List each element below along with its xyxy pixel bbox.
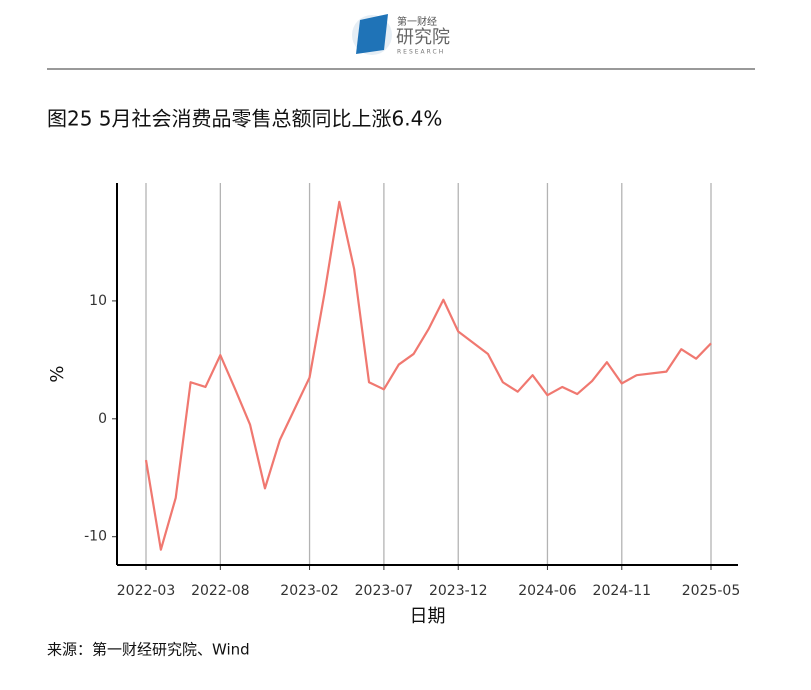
x-tick-label: 2023-07 — [355, 583, 414, 599]
x-tick-label: 2024-06 — [518, 583, 577, 599]
x-tick-label: 2025-05 — [682, 583, 741, 599]
brand-sub: RESEARCH — [397, 49, 445, 56]
plot: 2022-03 2022-08 2023-02 2023-07 2023-12 2024-… — [47, 183, 740, 627]
brand-top: 第一财经 — [397, 15, 437, 28]
y-axis-title: % — [47, 365, 68, 382]
y-tick-label: 10 — [89, 293, 107, 309]
x-tick-label: 2023-12 — [429, 583, 488, 599]
x-tick-label: 2022-03 — [117, 583, 176, 599]
x-axis-title: 日期 — [410, 606, 446, 627]
brand-main: 研究院 — [396, 27, 450, 48]
chart-title: 图25 5月社会消费品零售总额同比上涨6.4% — [47, 107, 442, 131]
x-tick-label: 2023-02 — [280, 583, 339, 599]
logo-mark — [356, 14, 388, 54]
logo: 第一财经 研究院 RESEARCH — [352, 14, 450, 56]
y-tick-label: 0 — [98, 411, 107, 427]
series-line — [144, 200, 712, 551]
source: 来源：第一财经研究院、Wind — [47, 641, 250, 659]
x-tick-label: 2024-11 — [593, 583, 652, 599]
x-tick-label: 2022-08 — [191, 583, 250, 599]
y-tick-label: -10 — [84, 529, 107, 545]
